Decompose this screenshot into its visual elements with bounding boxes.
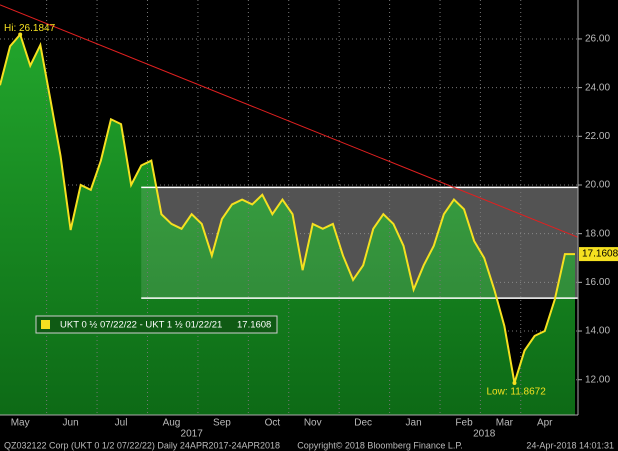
x-tick-label: Feb	[455, 418, 473, 429]
last-value-label: 17.1608	[582, 249, 618, 260]
x-tick-label: Mar	[496, 418, 514, 429]
x-year-label: 2018	[473, 429, 496, 440]
x-year-label: 2017	[181, 429, 204, 440]
footer-left: QZ032122 Corp (UKT 0 1/2 07/22/22) Daily…	[4, 440, 280, 450]
x-tick-label: Jul	[115, 418, 128, 429]
x-tick-label: Jan	[406, 418, 422, 429]
channel-overlay	[141, 187, 578, 299]
x-tick-label: Apr	[537, 418, 553, 429]
line	[0, 32, 575, 384]
x-tick-label: Nov	[304, 418, 322, 429]
annotation-high: Hi: 26.1847	[4, 23, 56, 34]
x-tick-label: Sep	[213, 418, 231, 429]
high-point	[18, 32, 23, 37]
footer-right: 24-Apr-2018 14:01:31	[526, 440, 614, 450]
legend-swatch	[41, 320, 50, 329]
x-tick-label: Dec	[354, 418, 372, 429]
y-tick-label: 14.00	[585, 326, 610, 337]
legend-label: UKT 0 ½ 07/22/22 - UKT 1 ½ 01/22/21	[60, 320, 222, 331]
y-tick-label: 22.00	[585, 131, 610, 142]
trendline	[0, 4, 579, 238]
low-point	[512, 380, 517, 385]
x-tick-label: Jun	[63, 418, 79, 429]
footer-center: Copyright© 2018 Bloomberg Finance L.P.	[297, 440, 463, 450]
x-tick-label: Oct	[265, 418, 281, 429]
y-tick-label: 20.00	[585, 180, 610, 191]
annotation-low: Low: 11.8672	[486, 387, 546, 398]
legend-value: 17.1608	[237, 320, 271, 331]
y-tick-label: 26.00	[585, 34, 610, 45]
x-tick-label: May	[11, 418, 30, 429]
x-tick-label: Aug	[163, 418, 181, 429]
y-tick-label: 24.00	[585, 82, 610, 93]
legend-box	[35, 315, 278, 334]
y-tick-label: 16.00	[585, 277, 610, 288]
y-tick-label: 12.00	[585, 374, 610, 385]
y-tick-label: 18.00	[585, 228, 610, 239]
last-value-box	[579, 247, 618, 262]
